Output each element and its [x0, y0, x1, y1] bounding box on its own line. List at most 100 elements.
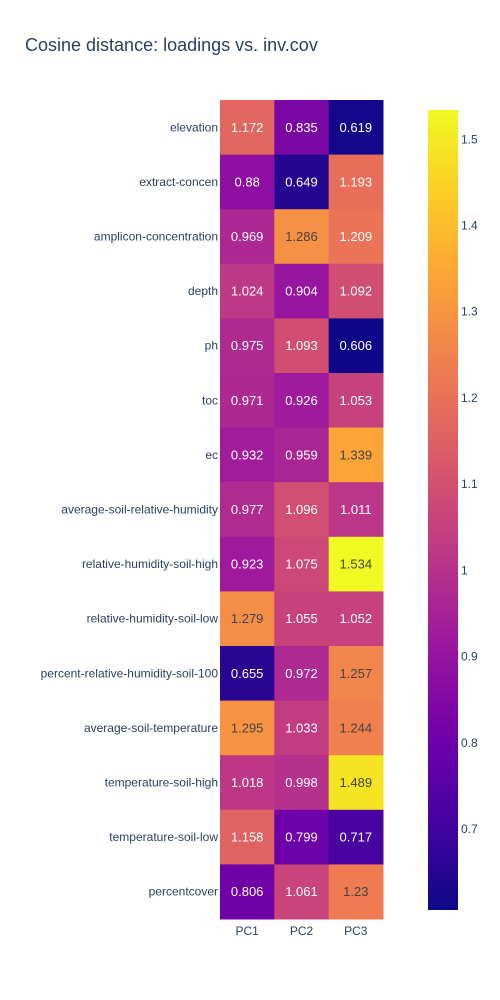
heatmap-cell-ph-PC2 — [274, 318, 330, 374]
cell-value-label: 1.489 — [340, 775, 373, 790]
heatmap-cell-ec-PC1 — [220, 427, 275, 483]
heatmap-cell-elevation-PC1 — [220, 100, 275, 156]
heatmap-cell-elevation-PC3 — [328, 100, 384, 156]
heatmap-cell-temperature-soil-high-PC2 — [274, 755, 330, 811]
heatmap-cell-average-soil-relative-humidity-PC1 — [220, 482, 275, 538]
cell-value-label: 0.969 — [231, 229, 264, 244]
heatmap-cell-elevation-PC2 — [274, 100, 330, 156]
cell-value-label: 0.923 — [231, 557, 264, 572]
y-tick-label: percent-relative-humidity-soil-100 — [41, 666, 219, 680]
y-tick-label: average-soil-relative-humidity — [61, 503, 218, 517]
cell-value-label: 1.052 — [340, 611, 373, 626]
y-tick-label: ph — [205, 339, 218, 353]
cell-value-label: 1.279 — [231, 611, 264, 626]
cell-value-label: 0.959 — [285, 447, 318, 462]
y-tick-label: extract-concen — [139, 175, 218, 189]
cell-value-label: 1.257 — [340, 666, 373, 681]
cell-value-label: 0.655 — [231, 666, 264, 681]
y-tick-label: elevation — [170, 120, 218, 134]
heatmap-cell-extract-concen-PC3 — [328, 154, 384, 210]
cell-value-label: 0.904 — [285, 284, 318, 299]
y-tick-label: relative-humidity-soil-low — [87, 612, 219, 626]
heatmap-cell-ph-PC3 — [328, 318, 384, 374]
heatmap-cell-amplicon-concentration-PC3 — [328, 209, 384, 265]
y-tick-label: depth — [188, 284, 218, 298]
y-tick-label: average-soil-temperature — [84, 721, 218, 735]
heatmap-cell-relative-humidity-soil-high-PC3 — [328, 536, 384, 592]
y-tick-label: relative-humidity-soil-high — [82, 557, 218, 571]
x-axis-labels: PC1 PC2 PC3 — [235, 924, 367, 938]
heatmap-cell-temperature-soil-high-PC3 — [328, 755, 384, 811]
cell-value-label: 1.209 — [340, 229, 373, 244]
heatmap-cell-average-soil-relative-humidity-PC2 — [274, 482, 330, 538]
cell-value-label: 0.926 — [285, 393, 318, 408]
heatmap-cell-relative-humidity-soil-high-PC2 — [274, 536, 330, 592]
colorbar-tick-label: 0.9 — [461, 650, 478, 664]
heatmap-cell-amplicon-concentration-PC1 — [220, 209, 275, 265]
heatmap-cell-ec-PC3 — [328, 427, 384, 483]
cell-value-label: 0.998 — [285, 775, 318, 790]
colorbar-tick-label: 1.4 — [461, 219, 478, 233]
cell-value-label: 1.024 — [231, 284, 264, 299]
y-tick-label: temperature-soil-high — [105, 776, 218, 790]
colorbar-tick-label: 1.1 — [461, 477, 478, 491]
cell-value-label: 1.092 — [340, 284, 373, 299]
colorbar-tick-label: 1.2 — [461, 391, 478, 405]
heatmap-cell-percentcover-PC2 — [274, 864, 330, 920]
cell-value-label: 1.193 — [340, 174, 373, 189]
colorbar-tick-label: 1 — [461, 563, 468, 577]
y-axis-labels: elevation extract-concen amplicon-concentr… — [41, 120, 219, 898]
cell-value-label: 1.534 — [340, 557, 373, 572]
heatmap-cell-amplicon-concentration-PC2 — [274, 209, 330, 265]
heatmap-cell-toc-PC3 — [328, 373, 384, 429]
heatmap-cells: 1.172 0.835 0.619 0.88 0.649 1.193 0.969 1.286 1… — [220, 100, 384, 920]
cell-value-label: 1.018 — [231, 775, 264, 790]
cell-value-label: 0.972 — [285, 666, 318, 681]
y-tick-label: ec — [205, 448, 218, 462]
heatmap-cell-percentcover-PC3 — [328, 864, 384, 920]
heatmap-cell-ph-PC1 — [220, 318, 275, 374]
cell-value-label: 1.172 — [231, 120, 264, 135]
cell-value-label: 1.061 — [285, 884, 318, 899]
cell-value-label: 0.932 — [231, 447, 264, 462]
heatmap-cell-relative-humidity-soil-low-PC3 — [328, 591, 384, 647]
cell-value-label: 1.093 — [285, 338, 318, 353]
heatmap-cell-extract-concen-PC1 — [220, 154, 275, 210]
cell-value-label: 1.295 — [231, 720, 264, 735]
colorbar-tick-label: 1.5 — [461, 132, 478, 146]
colorbar-tick-label: 0.7 — [461, 822, 478, 836]
heatmap-cell-percent-relative-humidity-soil-100-PC1 — [220, 646, 275, 702]
cell-value-label: 1.096 — [285, 502, 318, 517]
cell-value-label: 1.286 — [285, 229, 318, 244]
heatmap-cell-extract-concen-PC2 — [274, 154, 330, 210]
heatmap-cell-toc-PC2 — [274, 373, 330, 429]
cell-value-label: 1.339 — [340, 447, 373, 462]
heatmap-cell-depth-PC3 — [328, 263, 384, 319]
y-tick-label: percentcover — [149, 885, 218, 899]
cell-value-label: 0.806 — [231, 884, 264, 899]
heatmap-cell-toc-PC1 — [220, 373, 275, 429]
cell-value-label: 1.244 — [340, 720, 373, 735]
cell-value-label: 0.835 — [285, 120, 318, 135]
heatmap-cell-relative-humidity-soil-low-PC1 — [220, 591, 275, 647]
cell-value-label: 1.23 — [343, 884, 368, 899]
heatmap-cell-percent-relative-humidity-soil-100-PC2 — [274, 646, 330, 702]
y-tick-label: amplicon-concentration — [94, 230, 218, 244]
chart-title: Cosine distance: loadings vs. inv.cov — [25, 35, 318, 55]
heatmap-cell-percentcover-PC1 — [220, 864, 275, 920]
heatmap-cell-average-soil-temperature-PC2 — [274, 700, 330, 756]
heatmap-cell-average-soil-temperature-PC1 — [220, 700, 275, 756]
cell-value-label: 0.971 — [231, 393, 264, 408]
heatmap-cell-average-soil-relative-humidity-PC3 — [328, 482, 384, 538]
cell-value-label: 1.075 — [285, 557, 318, 572]
heatmap-cell-percent-relative-humidity-soil-100-PC3 — [328, 646, 384, 702]
x-tick-label: PC2 — [290, 924, 314, 938]
x-tick-label: PC1 — [235, 924, 259, 938]
colorbar-ticks: 0.7 0.8 0.9 1 1.1 1.2 1.3 1.4 1.5 — [461, 132, 478, 836]
heatmap-cell-average-soil-temperature-PC3 — [328, 700, 384, 756]
heatmap-cell-temperature-soil-low-PC3 — [328, 809, 384, 865]
heatmap-cell-ec-PC2 — [274, 427, 330, 483]
heatmap-cell-depth-PC1 — [220, 263, 275, 319]
colorbar-tick-label: 0.8 — [461, 736, 478, 750]
cell-value-label: 1.053 — [340, 393, 373, 408]
